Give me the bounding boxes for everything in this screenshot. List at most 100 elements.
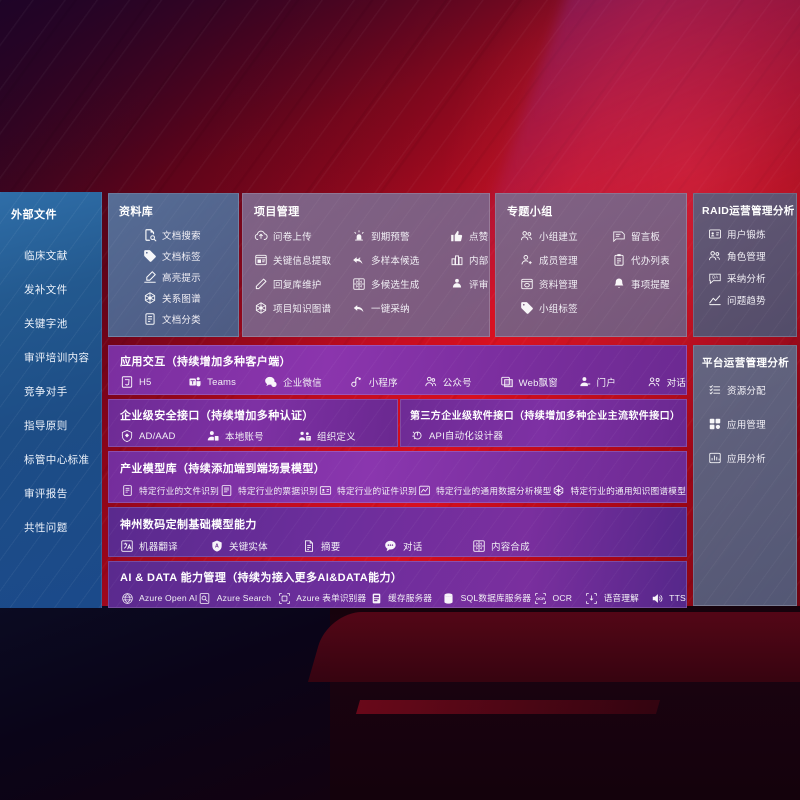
panel-industry-model: 产业模型库（持续添加端到端场景模型） 特定行业的文件识别 特定行业的票据识别 特… (108, 451, 687, 503)
sidebar-item-standards-center[interactable]: 标管中心标准 (24, 453, 90, 466)
industry-item-row: 特定行业的文件识别 特定行业的票据识别 特定行业的证件识别 特定行业的通用数据分… (120, 483, 686, 497)
html5-icon (120, 375, 134, 389)
org-definition-icon (298, 429, 312, 443)
panel-platform-analysis: 平台运营管理分析 资源分配 应用管理 应用分析 (693, 345, 797, 606)
sidebar-item-common-issues[interactable]: 共性问题 (24, 521, 68, 534)
group-item-member-manage[interactable]: 成员管理 (520, 253, 612, 267)
project-item-one-click-adopt[interactable]: 一键采纳 (352, 301, 450, 315)
aidata-item-tts[interactable]: TTS (650, 591, 686, 605)
thumbs-up-icon (450, 229, 464, 243)
aidata-item-sql-database[interactable]: SQL数据库服务器 (442, 591, 534, 605)
sidebar-item-keyword-pool[interactable]: 关键字池 (24, 317, 68, 330)
aidata-item-speech-understanding[interactable]: 语音理解 (585, 591, 650, 605)
library-item-document-search[interactable]: 文档搜索 (143, 228, 238, 242)
project-item-reviewer-portrait[interactable]: 评审员画像 (450, 277, 489, 291)
industry-item-label: 特定行业的证件识别 (337, 485, 417, 496)
group-item-label: 留言板 (631, 232, 661, 243)
raid-item-user-training[interactable]: 用户锻炼 (708, 227, 796, 241)
sidebar-item-review-training[interactable]: 审评培训内容 (24, 351, 90, 364)
sidebar-item-review-report[interactable]: 审评报告 (24, 487, 68, 500)
project-item-label: 内部专家排名 (469, 256, 489, 267)
id-recognition-icon (318, 483, 332, 497)
library-item-label: 文档分类 (162, 315, 201, 326)
interaction-item-official-account[interactable]: 公众号 (424, 375, 500, 389)
aidata-item-ocr[interactable]: OCR OCR (534, 591, 585, 605)
library-item-relation-graph[interactable]: 关系图谱 (143, 291, 238, 305)
raid-item-adoption-analysis[interactable]: QA 采纳分析 (708, 271, 796, 285)
group-item-label: 事项提醒 (631, 280, 670, 291)
library-item-document-classify[interactable]: 文档分类 (143, 312, 238, 326)
sidebar-item-guidelines[interactable]: 指导原则 (24, 419, 68, 432)
sidebar-item-supplement-files[interactable]: 发补文件 (24, 283, 68, 296)
platform-item-app-manage[interactable]: 应用管理 (708, 417, 796, 431)
thirdparty-item-api-designer[interactable]: API自动化设计器 (410, 428, 503, 442)
library-item-highlight[interactable]: 高亮提示 (143, 270, 238, 284)
cache-server-icon (369, 591, 383, 605)
basemodel-item-content-synthesis[interactable]: 内容合成 (472, 539, 530, 553)
panel-platform-title: 平台运营管理分析 (702, 357, 790, 369)
basemodel-item-key-entity[interactable]: A 关键实体 (210, 539, 302, 553)
group-item-label: 小组建立 (539, 232, 578, 243)
security-item-org-definition[interactable]: 组织定义 (298, 429, 356, 443)
project-item-questionnaire-upload[interactable]: 问卷上传 (254, 229, 352, 243)
basemodel-item-label: 关键实体 (229, 542, 268, 553)
raid-item-grid: 用户锻炼 角色管理 QA 采纳分析 问题趋势 (708, 227, 796, 307)
industry-item-id-recognition[interactable]: 特定行业的证件识别 (318, 483, 417, 497)
raid-item-role-manage[interactable]: 角色管理 (708, 249, 796, 263)
platform-item-resource-allocation[interactable]: 资源分配 (708, 383, 796, 397)
industry-item-data-analysis-model[interactable]: 特定行业的通用数据分析模型 (417, 483, 552, 497)
project-item-expert-ranking[interactable]: 内部专家排名 (450, 253, 489, 267)
basemodel-item-label: 机器翻译 (139, 542, 178, 553)
industry-item-invoice-recognition[interactable]: 特定行业的票据识别 (219, 483, 318, 497)
project-item-key-info-extract[interactable]: 关键信息提取 (254, 253, 352, 267)
group-item-group-tag[interactable]: 小组标签 (520, 301, 612, 315)
aidata-item-azure-openai[interactable]: Azure Open AI (120, 591, 198, 605)
industry-item-knowledge-graph-model[interactable]: 特定行业的通用知识图谱模型 (552, 483, 686, 497)
interaction-item-teams[interactable]: Teams (188, 375, 264, 389)
basemodel-item-row: 机器翻译 A 关键实体 摘要 对话 内容合成 (120, 539, 686, 553)
sidebar-item-clinical-literature[interactable]: 临床文献 (24, 249, 68, 262)
group-item-todo-list[interactable]: 代办列表 (612, 253, 686, 267)
project-item-multi-candidate-gen[interactable]: 多候选生成 (352, 277, 450, 291)
project-item-multi-sample-candidate[interactable]: 多样本候选 (352, 253, 450, 267)
basemodel-item-dialog[interactable]: 对话 (384, 539, 472, 553)
industry-item-label: 特定行业的票据识别 (238, 485, 318, 496)
security-item-ad-aad[interactable]: AD/AAD (120, 429, 206, 443)
aidata-item-label: OCR (552, 593, 573, 603)
project-item-thanks[interactable]: 点赞感谢 (450, 229, 489, 243)
project-item-knowledge-graph[interactable]: 项目知识图谱 (254, 301, 352, 315)
aidata-item-azure-search[interactable]: Azure Search (198, 591, 278, 605)
interaction-item-dialog[interactable]: 对话 (648, 375, 686, 389)
interaction-item-row: H5 Teams 企业微信 小程序 公众号 Web飘窗 (120, 375, 686, 389)
aidata-item-cache-server[interactable]: 缓存服务器 (369, 591, 441, 605)
basemodel-item-summary[interactable]: 摘要 (302, 539, 384, 553)
security-item-local-account[interactable]: 本地账号 (206, 429, 298, 443)
group-item-material-manage[interactable]: 资料管理 (520, 277, 612, 291)
project-item-label: 评审员画像 (469, 280, 489, 291)
openai-spiral-icon (120, 591, 134, 605)
panel-thirdparty-title: 第三方企业级软件接口（持续增加多种企业主流软件接口） (410, 411, 681, 422)
project-item-reply-library[interactable]: 回复库维护 (254, 277, 352, 291)
library-item-document-tag[interactable]: 文档标签 (143, 249, 238, 263)
archive-box-icon (520, 277, 534, 291)
interaction-item-wecom[interactable]: 企业微信 (264, 375, 350, 389)
group-item-create-group[interactable]: 小组建立 (520, 229, 612, 243)
group-item-message-board[interactable]: 留言板 (612, 229, 686, 243)
interaction-item-web-float[interactable]: Web飘窗 (500, 375, 578, 389)
sidebar-item-competitors[interactable]: 竞争对手 (24, 385, 68, 398)
basemodel-item-translate[interactable]: 机器翻译 (120, 539, 210, 553)
raid-item-issue-trend[interactable]: 问题趋势 (708, 293, 796, 307)
interaction-item-h5[interactable]: H5 (120, 375, 188, 389)
platform-item-app-analysis[interactable]: 应用分析 (708, 451, 796, 465)
group-item-event-reminder[interactable]: 事项提醒 (612, 277, 686, 291)
chat-bubble-icon (384, 539, 398, 553)
summary-doc-icon (302, 539, 316, 553)
aidata-item-label: SQL数据库服务器 (460, 593, 532, 603)
alarm-light-icon (352, 229, 366, 243)
aidata-item-form-recognizer[interactable]: Azure 表单识别器 (277, 591, 369, 605)
interaction-item-portal[interactable]: 门户 (578, 375, 648, 389)
project-item-expiry-alert[interactable]: 到期预警 (352, 229, 450, 243)
industry-item-file-recognition[interactable]: 特定行业的文件识别 (120, 483, 219, 497)
sidebar-item-list: 临床文献 发补文件 关键字池 审评培训内容 竞争对手 指导原则 标管中心标准 审… (0, 238, 102, 544)
interaction-item-miniprogram[interactable]: 小程序 (350, 375, 424, 389)
